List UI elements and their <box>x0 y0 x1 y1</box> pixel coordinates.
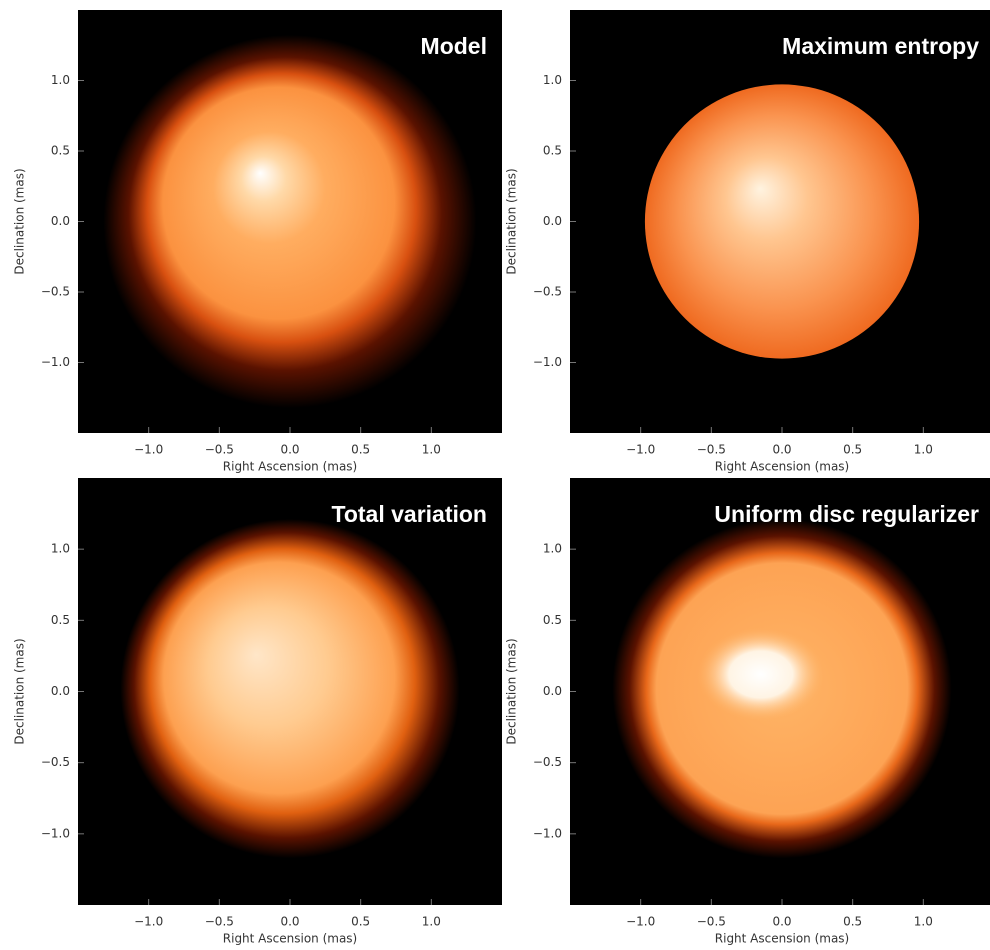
y-tick-label: −1.0 <box>41 355 70 369</box>
x-tick-label: −1.0 <box>626 443 655 457</box>
x-axis-label: Right Ascension (mas) <box>223 932 357 946</box>
y-axis-label: Declination (mas) <box>505 168 519 274</box>
x-axis-label: Right Ascension (mas) <box>715 460 849 474</box>
y-tick-label: 1.0 <box>51 542 70 556</box>
y-tick-label: 0.5 <box>543 613 562 627</box>
x-tick-label: 1.0 <box>914 443 933 457</box>
panel: Uniform disc regularizer −1.0 −0.5 0.0 0.5 1.… <box>505 478 990 946</box>
y-tick-label: −0.5 <box>533 755 562 769</box>
y-tick-label: 0.0 <box>543 214 562 228</box>
x-tick-label: −0.5 <box>205 915 234 929</box>
y-tick-label: 0.0 <box>51 684 70 698</box>
y-tick-label: 0.5 <box>51 144 70 158</box>
x-tick-label: 0.5 <box>351 915 370 929</box>
y-tick-label: 1.0 <box>543 542 562 556</box>
x-tick-label: 1.0 <box>422 443 441 457</box>
y-tick-label: 0.5 <box>51 613 70 627</box>
x-tick-label: −1.0 <box>626 915 655 929</box>
y-tick-label: −1.0 <box>533 355 562 369</box>
y-tick-label: −0.5 <box>533 285 562 299</box>
panel: Model −1.0 −0.5 0.0 0.5 1.0 −1.0 −0.5 0.0 0.5 1.0 R… <box>13 10 503 474</box>
y-axis-label: Declination (mas) <box>13 168 27 274</box>
y-tick-label: −1.0 <box>533 826 562 840</box>
x-tick-label: 1.0 <box>914 915 933 929</box>
y-tick-label: 0.0 <box>51 214 70 228</box>
y-axis-label: Declination (mas) <box>505 638 519 744</box>
x-tick-label: 0.5 <box>843 443 862 457</box>
x-tick-label: 0.0 <box>772 915 791 929</box>
panel-title: Total variation <box>332 501 488 527</box>
x-tick-label: 0.0 <box>772 443 791 457</box>
panel-title: Uniform disc regularizer <box>714 501 979 527</box>
x-tick-label: −0.5 <box>697 443 726 457</box>
x-tick-label: 0.5 <box>843 915 862 929</box>
panel-title: Maximum entropy <box>782 33 979 59</box>
bright-spot <box>697 628 824 721</box>
y-axis-label: Declination (mas) <box>13 638 27 744</box>
panel: Maximum entropy −1.0 −0.5 0.0 0.5 1.0 −1.0 −0.5… <box>505 10 990 474</box>
y-tick-label: −0.5 <box>41 285 70 299</box>
x-tick-label: 0.0 <box>280 443 299 457</box>
panel: Total variation −1.0 −0.5 0.0 0.5 1.0 −1.0 −0.5… <box>13 478 503 946</box>
star-image <box>645 84 919 358</box>
x-tick-label: −0.5 <box>697 915 726 929</box>
x-tick-label: −1.0 <box>134 915 163 929</box>
x-axis-label: Right Ascension (mas) <box>223 460 357 474</box>
x-tick-label: −1.0 <box>134 443 163 457</box>
y-tick-label: 1.0 <box>51 73 70 87</box>
x-tick-label: 0.5 <box>351 443 370 457</box>
x-axis-label: Right Ascension (mas) <box>715 932 849 946</box>
x-tick-label: 0.0 <box>280 915 299 929</box>
y-tick-label: −0.5 <box>41 755 70 769</box>
x-tick-label: 1.0 <box>422 915 441 929</box>
y-tick-label: −1.0 <box>41 826 70 840</box>
figure: Model −1.0 −0.5 0.0 0.5 1.0 −1.0 −0.5 0.0 0.5 1.0 R… <box>0 0 990 950</box>
y-tick-label: 0.5 <box>543 144 562 158</box>
panel-title: Model <box>421 33 487 59</box>
y-tick-label: 1.0 <box>543 73 562 87</box>
y-tick-label: 0.0 <box>543 684 562 698</box>
star-image <box>103 35 476 408</box>
x-tick-label: −0.5 <box>205 443 234 457</box>
star-image <box>120 519 459 858</box>
